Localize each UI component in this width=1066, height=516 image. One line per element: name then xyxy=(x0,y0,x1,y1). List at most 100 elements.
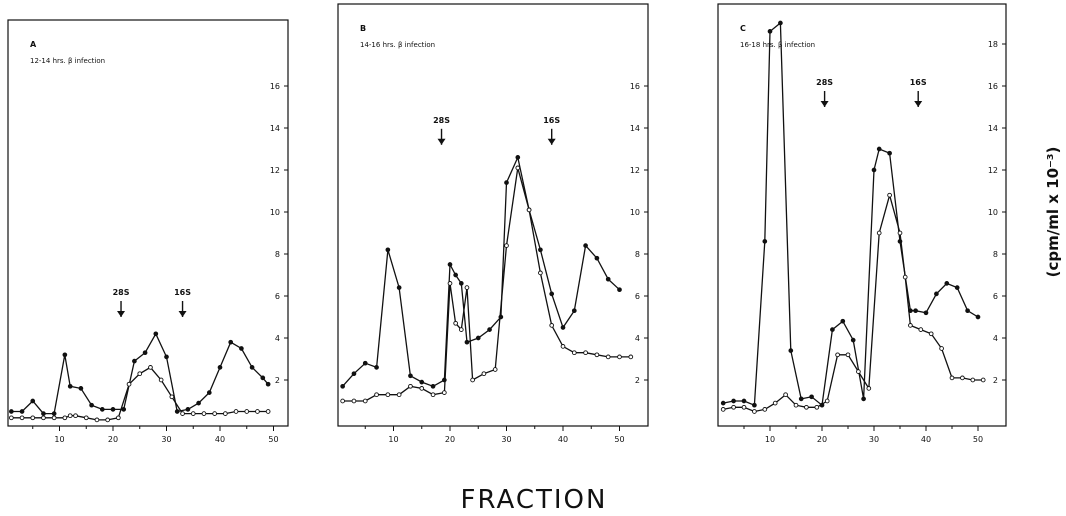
data-point xyxy=(809,394,814,400)
data-point xyxy=(9,409,14,414)
y-tick-label: 6 xyxy=(635,292,640,301)
data-point xyxy=(105,417,110,423)
data-point xyxy=(73,413,78,419)
data-point xyxy=(835,352,840,358)
data-point xyxy=(115,415,121,421)
marker-label-16s: 16S xyxy=(174,288,191,297)
y-tick-label: 12 xyxy=(630,166,640,175)
data-point xyxy=(850,337,856,343)
y-axis-title: (cpm/ml x 10⁻³) xyxy=(1044,147,1062,278)
data-point xyxy=(928,331,934,337)
y-tick-label: 2 xyxy=(635,376,640,385)
data-point xyxy=(902,274,908,280)
data-point xyxy=(804,404,809,410)
data-point xyxy=(265,409,271,414)
data-point xyxy=(793,402,799,408)
y-tick-label: 2 xyxy=(993,376,998,385)
data-point xyxy=(185,407,191,412)
data-point xyxy=(51,411,57,416)
data-point xyxy=(164,354,169,360)
series-line xyxy=(342,155,620,388)
data-point xyxy=(126,381,132,387)
data-point xyxy=(408,383,413,389)
data-point xyxy=(861,396,866,402)
data-point xyxy=(731,404,736,410)
data-point xyxy=(538,247,543,253)
data-point xyxy=(783,392,788,398)
data-point xyxy=(571,350,577,356)
data-point xyxy=(374,392,379,398)
series-open xyxy=(340,165,634,404)
data-point xyxy=(594,352,600,358)
data-point xyxy=(239,346,244,351)
data-point xyxy=(408,373,413,379)
data-point xyxy=(206,390,212,395)
data-point xyxy=(762,239,768,244)
data-point xyxy=(362,398,368,404)
data-point xyxy=(228,339,234,345)
y-tick-label: 16 xyxy=(988,82,998,91)
panel-frame xyxy=(337,3,649,427)
data-point xyxy=(19,415,25,421)
marker-label-28s: 28S xyxy=(816,78,833,87)
x-tick-label: 40 xyxy=(215,435,225,444)
chart-panel-b: B 14-16 hrs. β infection 10 20 30 40 50 2 4 6 8 10 1… xyxy=(337,3,649,444)
y-tick-label: 18 xyxy=(988,40,998,49)
panel-condition: 14-16 hrs. β infection xyxy=(360,41,435,49)
data-point xyxy=(464,285,470,290)
data-point xyxy=(617,287,622,293)
panel-condition: 12-14 hrs. β infection xyxy=(30,57,105,65)
data-point xyxy=(78,386,84,391)
series-line xyxy=(11,332,269,415)
data-point xyxy=(628,354,634,360)
data-point xyxy=(960,375,965,381)
data-point xyxy=(249,365,255,370)
marker-arrow-head xyxy=(437,138,446,145)
data-point xyxy=(83,415,89,421)
data-point xyxy=(62,415,68,421)
data-point xyxy=(9,415,14,421)
data-point xyxy=(196,400,201,406)
data-point xyxy=(67,383,73,389)
data-point xyxy=(169,394,175,400)
data-point xyxy=(396,285,402,290)
data-point xyxy=(464,339,470,345)
series-line xyxy=(723,192,984,413)
marker-arrow-head xyxy=(117,311,126,317)
y-tick-label: 14 xyxy=(988,124,998,133)
data-point xyxy=(137,371,143,377)
data-point xyxy=(351,371,357,377)
data-point xyxy=(453,272,458,278)
y-tick-label: 8 xyxy=(635,250,640,259)
data-point xyxy=(897,230,903,236)
x-tick-label: 20 xyxy=(817,435,827,444)
x-tick-label: 10 xyxy=(54,435,64,444)
data-point xyxy=(908,323,913,328)
data-point xyxy=(67,413,73,419)
data-point xyxy=(583,243,588,248)
data-point xyxy=(594,255,600,261)
data-point xyxy=(526,207,532,213)
x-tick-label: 30 xyxy=(869,435,879,444)
data-point xyxy=(265,381,271,387)
y-tick-label: 8 xyxy=(993,250,998,259)
data-point xyxy=(148,365,153,370)
data-point xyxy=(212,411,217,416)
data-point xyxy=(975,314,981,320)
data-point xyxy=(180,411,185,416)
data-point xyxy=(158,377,164,383)
data-point xyxy=(741,398,747,404)
series-line xyxy=(342,167,631,402)
panel-letter: C xyxy=(740,24,746,33)
data-point xyxy=(475,335,481,341)
y-tick-label: 10 xyxy=(988,208,998,217)
y-tick-label: 6 xyxy=(275,292,280,301)
series-open xyxy=(720,192,986,414)
chart-panel-a: A 12-14 hrs. β infection 10 20 30 40 50 2 4 6 8 10 1… xyxy=(7,19,289,444)
x-tick-label: 20 xyxy=(445,435,455,444)
marker-label-16s: 16S xyxy=(543,116,560,125)
data-point xyxy=(571,308,577,314)
data-point xyxy=(190,411,196,416)
data-point xyxy=(944,281,950,286)
